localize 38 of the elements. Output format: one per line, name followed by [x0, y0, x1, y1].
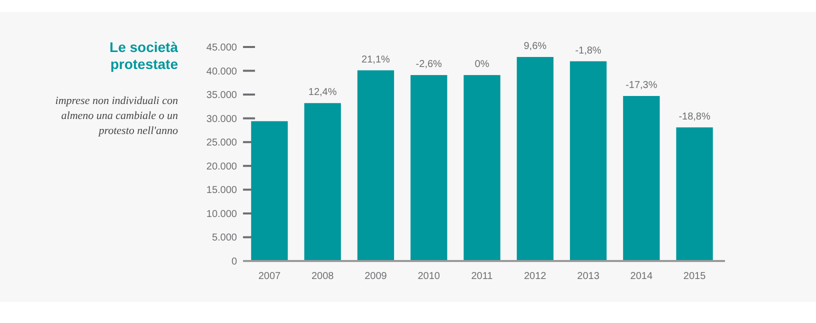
bar	[516, 56, 554, 261]
x-tick-label: 2010	[418, 271, 440, 282]
annotation: -1,8%	[575, 45, 602, 56]
annotation: 21,1%	[362, 54, 390, 66]
bar	[570, 61, 607, 261]
y-tick-label: 25.000	[206, 138, 238, 149]
y-tick-label: 20.000	[206, 161, 238, 172]
annotation: -18,8%	[678, 111, 710, 122]
x-tick-label: 2011	[471, 271, 494, 282]
bar	[304, 103, 341, 261]
x-tick-label: 2007	[258, 271, 282, 282]
chart-title: Le società protestate	[110, 39, 178, 72]
y-tick-label: 30.000	[206, 114, 238, 125]
y-tick-label: 10.000	[206, 208, 238, 220]
y-tick-label: 15.000	[206, 185, 238, 196]
annotation: -2,6%	[416, 59, 442, 70]
y-tick-label: 45.000	[206, 42, 238, 54]
y-tick-label: 5.000	[212, 232, 238, 244]
y-tick-label: 40.000	[206, 66, 238, 78]
text: imprese non individuali con almeno una cambiale o un protesto nell'anno	[55, 95, 178, 137]
x-tick-label: 2012	[524, 271, 547, 282]
annotation: 0%	[474, 59, 490, 70]
y-tick-label: 35.000	[206, 90, 238, 102]
bar	[410, 75, 448, 261]
bar	[676, 127, 713, 261]
x-tick-label: 2008	[311, 271, 334, 282]
annotation: 12,4%	[308, 87, 337, 98]
x-tick-label: 2015	[683, 271, 706, 282]
bar	[623, 96, 660, 261]
x-tick-label: 2013	[577, 271, 600, 282]
x-tick-label: 2014	[630, 271, 653, 282]
x-tick-label: 2009	[364, 271, 388, 282]
bar	[357, 70, 394, 261]
annotation: 9,6%	[524, 40, 547, 52]
bar	[464, 75, 500, 261]
bar	[251, 121, 288, 261]
annotation: -17,3%	[626, 80, 658, 91]
y-tick-label: 0	[231, 256, 238, 268]
